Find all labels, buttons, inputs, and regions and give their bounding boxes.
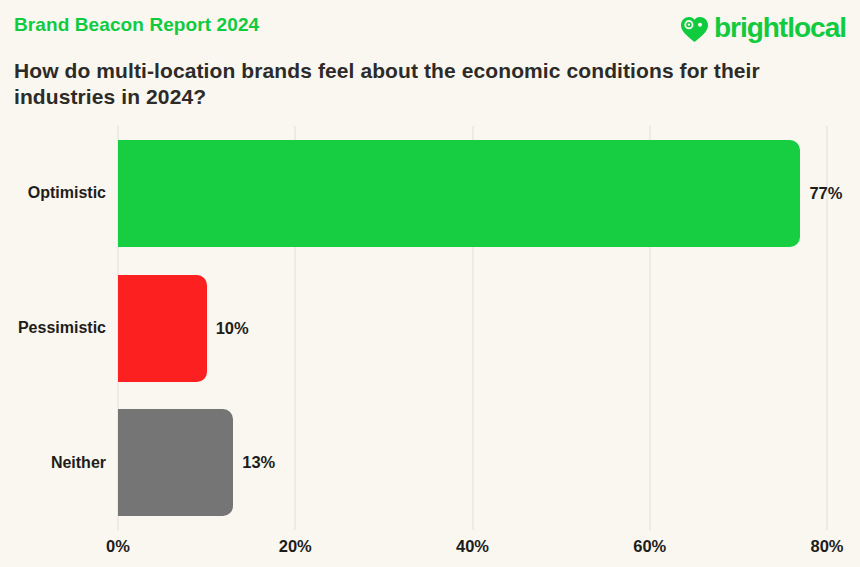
brightlocal-logo: brightlocal [679,12,846,44]
x-tick-label: 60% [633,537,666,556]
bar-chart: Optimistic77%Pessimistic10%Neither13% 0%… [118,126,827,530]
bar-row-neither: Neither13% [118,395,827,530]
x-axis: 0%20%40%60%80% [118,530,827,556]
x-tick-label: 80% [810,537,843,556]
category-label: Optimistic [0,184,106,202]
bar-pessimistic [118,275,207,382]
x-tick-label: 0% [106,537,130,556]
brightlocal-logo-text: brightlocal [714,12,846,44]
value-label: 77% [809,184,842,203]
bar-optimistic [118,140,800,247]
brightlocal-pin-heart-icon [679,15,710,44]
value-label: 10% [216,319,249,338]
category-label: Neither [0,454,106,472]
value-label: 13% [242,453,275,472]
x-tick-label: 40% [456,537,489,556]
bar-row-optimistic: Optimistic77% [118,126,827,261]
category-label: Pessimistic [0,319,106,337]
header: Brand Beacon Report 2024 brightlocal [14,12,846,52]
bar-row-pessimistic: Pessimistic10% [118,261,827,396]
bar-neither [118,409,233,516]
bar-rows: Optimistic77%Pessimistic10%Neither13% [118,126,827,530]
report-label: Brand Beacon Report 2024 [14,12,259,36]
page: { "header": { "report_label": "Brand Bea… [0,0,860,567]
chart-question-title: How do multi-location brands feel about … [14,58,839,110]
x-tick-label: 20% [279,537,312,556]
